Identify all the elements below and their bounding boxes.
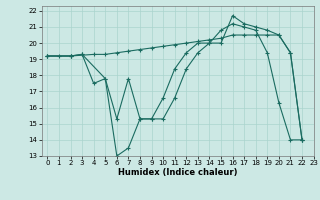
X-axis label: Humidex (Indice chaleur): Humidex (Indice chaleur) bbox=[118, 168, 237, 177]
